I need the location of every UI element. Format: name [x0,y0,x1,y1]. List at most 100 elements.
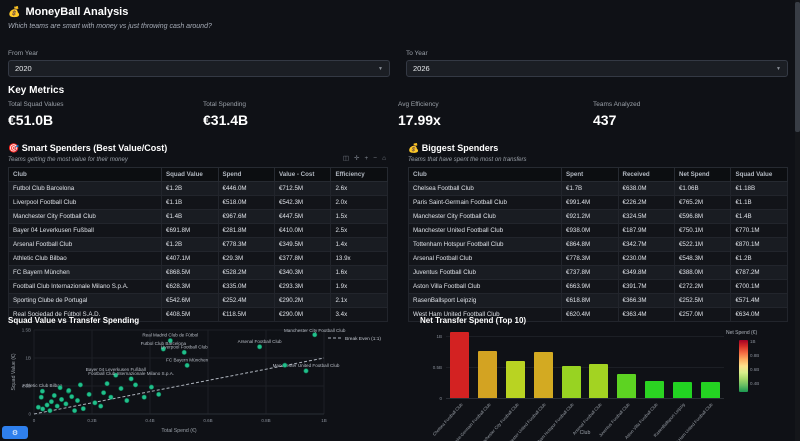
scatter-point[interactable] [128,376,134,382]
scatter-point[interactable] [47,408,53,414]
column-header[interactable]: Spend [217,167,275,182]
scatter-point[interactable] [113,372,119,378]
scatter-point[interactable] [141,394,147,400]
scatter-point[interactable] [167,338,173,344]
column-header[interactable]: Club [7,167,163,182]
value-cell: €691.8M [161,223,219,238]
bar[interactable] [506,361,525,398]
scatter-point[interactable] [69,394,75,400]
column-header[interactable]: Value - Cost [273,167,332,182]
scatter-point[interactable] [38,394,44,400]
scatter-point[interactable] [181,349,187,355]
scatter-point[interactable] [44,402,50,408]
scatter-point[interactable] [257,344,263,350]
value-cell: €518.0M [217,195,275,210]
to-year-select[interactable]: 2026 ▼ [406,60,788,77]
to-year-filter: To Year 2026 ▼ [406,50,788,77]
scatter-point[interactable] [59,396,65,402]
scatter-point[interactable] [156,391,162,397]
bar[interactable] [450,332,470,398]
scatter-point[interactable] [312,332,318,338]
value-cell: 3.4x [330,307,388,322]
scatter-point[interactable] [303,368,309,374]
scatter-point-label: Manchester City Football Club [284,328,346,333]
scatter-point[interactable] [92,400,98,406]
scatter-point[interactable] [124,398,130,404]
value-cell: €446.0M [217,181,275,196]
key-metrics-heading: Key Metrics [8,85,65,96]
from-year-select[interactable]: 2020 ▼ [8,60,390,77]
bar-plot-area[interactable]: 0 0.5B 1B Chelsea Football Club Paris Saint-… [420,326,788,441]
autoscale-icon[interactable]: ⌂ [382,155,386,162]
bar[interactable] [478,350,498,398]
scatter-point[interactable] [54,403,60,409]
club-cell: Arsenal Football Club [7,237,163,252]
pan-icon[interactable]: ✛ [354,155,360,162]
table-row: Tottenham Hotspur Football Club €864.8M €3… [407,237,788,252]
scatter-point[interactable] [35,404,41,410]
column-header[interactable]: Squad Value [161,167,219,182]
scatter-point[interactable] [104,381,110,387]
value-cell: €281.8M [217,223,275,238]
club-cell: FC Bayern München [7,265,163,280]
column-header[interactable]: Club [407,167,563,182]
value-cell: €778.3M [561,251,619,266]
scatter-point[interactable] [108,394,114,400]
scatter-point[interactable] [66,387,72,393]
scatter-point[interactable] [57,385,63,391]
scatter-point[interactable] [133,382,139,388]
scatter-point[interactable] [101,390,107,396]
bar[interactable] [645,381,664,398]
value-cell: €407.1M [161,251,219,266]
value-cell: €293.3M [273,279,332,294]
zoom-in-icon[interactable]: + [364,155,369,162]
scatter-point[interactable] [86,391,92,397]
camera-icon[interactable]: ◫ [342,155,350,162]
value-cell: €340.3M [273,265,332,280]
scatter-point[interactable] [98,403,104,409]
value-cell: €700.1M [730,279,788,294]
bar[interactable] [589,364,609,398]
scatter-point[interactable] [118,386,124,392]
scatter-point[interactable] [51,393,57,399]
scatter-point[interactable] [77,382,83,388]
scatter-point[interactable] [80,406,86,412]
metric-value: 437 [593,112,617,128]
zoom-out-icon[interactable]: − [373,155,378,162]
header: 💰 MoneyBall Analysis Which teams are sma… [8,6,212,30]
value-cell: €618.8M [561,293,619,308]
scatter-point[interactable] [282,362,288,368]
bar[interactable] [672,382,692,398]
scatter-point[interactable] [63,401,69,407]
bar[interactable] [533,351,553,398]
scatter-point[interactable] [184,362,190,368]
metric-value: 17.99x [398,112,441,128]
value-cell: €342.7M [617,237,675,252]
scrollbar-thumb[interactable] [795,2,800,132]
scatter-point[interactable] [148,384,154,390]
scatter-point-label: Liverpool Football Club [161,344,208,349]
x-tick-label: 0.4B [145,418,154,423]
scatter-point[interactable] [72,408,78,414]
from-year-label: From Year [8,50,38,57]
page-scrollbar [795,0,800,441]
column-header[interactable]: Efficiency [330,167,388,182]
scatter-point[interactable] [75,398,81,404]
bar[interactable] [561,365,581,398]
column-header[interactable]: Spent [561,167,619,182]
scatter-point[interactable] [40,406,46,412]
value-cell: 1.4x [330,237,388,252]
value-cell: €447.5M [273,209,332,224]
bar[interactable] [700,382,720,398]
scatter-point[interactable] [39,388,45,394]
colorbar-tick-label: 0.6B [750,367,760,372]
club-cell: Manchester City Football Club [7,209,163,224]
column-header[interactable]: Net Spend [673,167,732,182]
debug-menu-button[interactable]: ⚙ [2,426,28,439]
scatter-plot-area[interactable]: 0 0.2B 0.4B 0.6B 0.8B 1B 0 0.5B 1B 1.5B Real Madri… [8,326,396,436]
column-header[interactable]: Squad Value [730,167,788,182]
column-header[interactable]: Received [617,167,675,182]
scatter-point[interactable] [160,346,166,352]
scatter-point[interactable] [48,399,54,405]
bar[interactable] [617,374,637,398]
